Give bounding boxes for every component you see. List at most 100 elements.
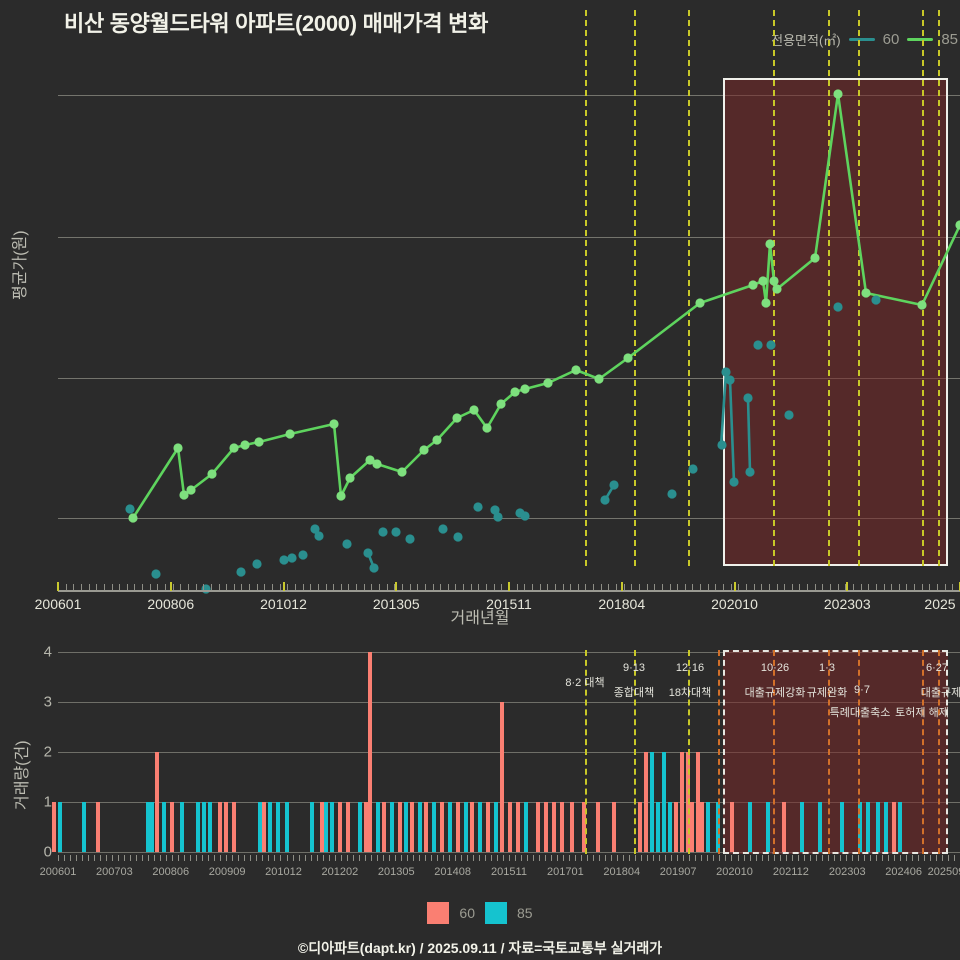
volume-bar: [368, 652, 372, 852]
x-tick-label: 201305: [372, 596, 420, 612]
volume-bar: [424, 802, 428, 852]
tick: [172, 584, 174, 590]
ann-6-27-date: 6·27: [925, 662, 949, 674]
tick: [317, 584, 319, 590]
tick: [863, 855, 865, 861]
tick: [738, 584, 740, 590]
tick: [845, 584, 847, 590]
volume-bar: [310, 802, 314, 852]
tick: [593, 855, 595, 861]
tick: [412, 855, 414, 861]
tick: [111, 584, 113, 590]
vol-x-tick-label: 200703: [96, 866, 133, 878]
tick: [749, 855, 751, 861]
major-tick: [282, 582, 285, 591]
tick: [779, 855, 781, 861]
tick: [268, 855, 270, 861]
tick: [545, 855, 547, 861]
vol-x-tick-label: 200601: [39, 866, 77, 878]
tick: [616, 584, 618, 590]
main-x-axis-rule: [58, 590, 960, 592]
tick: [563, 855, 565, 861]
tick: [725, 855, 727, 861]
tick: [617, 855, 619, 861]
tick: [684, 584, 686, 590]
volume-bar: [155, 752, 159, 852]
tick: [830, 584, 832, 590]
tick: [715, 584, 717, 590]
tick: [898, 584, 900, 590]
tick: [753, 584, 755, 590]
tick: [454, 855, 456, 861]
tick: [94, 855, 96, 861]
tick: [952, 584, 954, 590]
tick: [96, 584, 98, 590]
tick: [851, 855, 853, 861]
policy-line-8-2: [585, 10, 587, 566]
tick: [382, 855, 384, 861]
x-tick-label: 201012: [260, 596, 307, 612]
tick: [210, 584, 212, 590]
ann-1-3-name: 규제완화: [806, 687, 848, 699]
tick: [472, 855, 474, 861]
volume-bar: [398, 802, 402, 852]
tick: [695, 855, 697, 861]
vol-x-tick-label: 202303: [828, 866, 866, 878]
gridline-4: [58, 237, 960, 238]
vol-x-tick-label: 201408: [434, 866, 471, 878]
legend-line-85: [907, 38, 934, 41]
volume-bar: [596, 802, 600, 852]
tick: [73, 584, 75, 590]
volume-bar: [364, 802, 368, 852]
volume-bar: [346, 802, 350, 852]
tick: [623, 855, 625, 861]
tick: [386, 584, 388, 590]
tick: [358, 855, 360, 861]
legend-swatch-85: [485, 902, 507, 924]
volume-bar: [612, 802, 616, 852]
tick: [298, 855, 300, 861]
tick: [647, 855, 649, 861]
x-tick-label: 202303: [823, 596, 871, 612]
tick: [554, 584, 556, 590]
tick: [575, 855, 577, 861]
vol-x-tick-label: 200909: [208, 866, 246, 878]
volume-bar: [330, 802, 334, 852]
tick: [569, 855, 571, 861]
price-series-layer: [125, 89, 960, 594]
tick: [692, 584, 694, 590]
tick: [605, 855, 607, 861]
x-tick-label: 200601: [34, 596, 82, 612]
tick: [581, 855, 583, 861]
tick: [821, 855, 823, 861]
tick: [142, 855, 144, 861]
vol-gridline-0: [58, 852, 960, 853]
tick: [292, 855, 294, 861]
volume-bar: [500, 702, 504, 852]
ann-12-16-date: 12·16: [675, 662, 705, 674]
vol-x-ticks: [58, 855, 960, 861]
volume-bar: [650, 752, 654, 852]
tick: [791, 584, 793, 590]
x-tick-label: 202010: [711, 596, 758, 612]
volume-bar: [382, 802, 386, 852]
tick: [905, 855, 907, 861]
tick: [527, 855, 529, 861]
tick: [103, 584, 105, 590]
volume-bar: [376, 802, 380, 852]
volume-bar: [668, 802, 672, 852]
tick: [857, 855, 859, 861]
volume-bar: [696, 752, 700, 852]
tick: [502, 855, 504, 861]
vol-policy-line-10-26: [773, 650, 775, 854]
tick: [226, 855, 228, 861]
tick: [208, 855, 210, 861]
tick: [929, 584, 931, 590]
tick: [348, 584, 350, 590]
volume-bar: [494, 802, 498, 852]
x-tick-label: 2025: [924, 596, 956, 612]
policy-line-1-3: [828, 10, 830, 566]
tick: [935, 855, 937, 861]
tick: [539, 584, 541, 590]
tick: [432, 584, 434, 590]
